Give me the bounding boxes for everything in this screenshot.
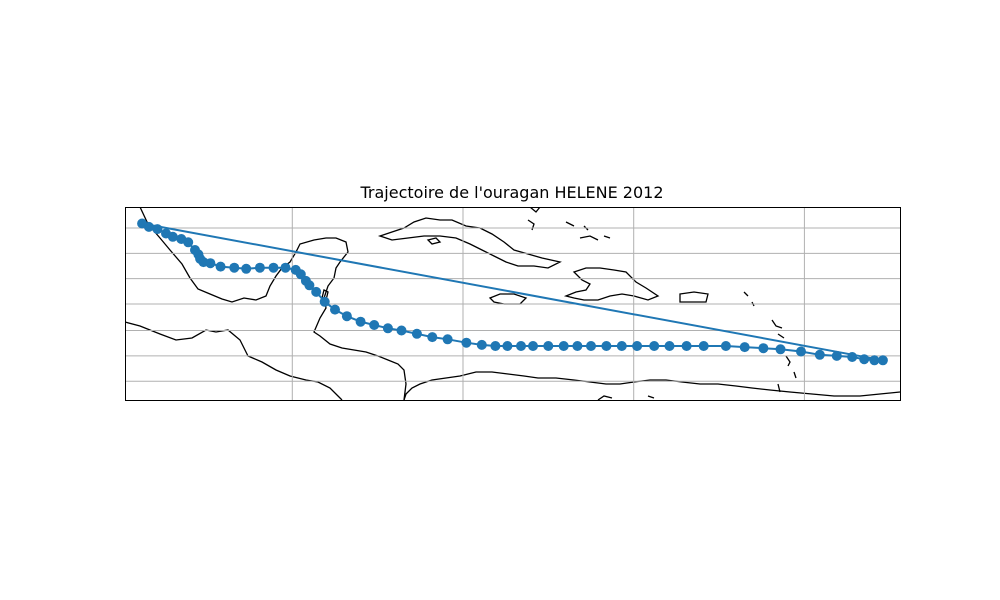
gridlines <box>125 207 900 400</box>
coastline-bahamas <box>527 219 611 241</box>
track-point <box>796 346 806 357</box>
track-point <box>311 286 322 297</box>
track-point <box>558 341 569 351</box>
track-point <box>143 221 154 232</box>
chart-title: Trajectoire de l'ouragan HELENE 2012 <box>359 183 663 202</box>
track-point <box>152 224 163 235</box>
track-point <box>516 341 526 351</box>
coastline-cuba <box>377 217 562 269</box>
track-point <box>319 296 330 307</box>
track-point <box>664 341 675 351</box>
plot-frame <box>125 207 901 401</box>
track-point <box>847 352 858 362</box>
coastline-mexico-central-america <box>139 207 407 400</box>
track-point <box>427 332 438 343</box>
coastline-venezuela-bay <box>597 395 655 400</box>
track-point <box>601 341 612 351</box>
track-point <box>461 337 472 348</box>
track-point <box>229 262 240 273</box>
track-point <box>254 262 265 273</box>
hurricane-track <box>137 218 888 366</box>
track-point <box>572 341 583 351</box>
track-point <box>739 342 750 353</box>
track-point <box>698 341 709 351</box>
track-point <box>814 349 825 360</box>
track-point <box>183 237 194 248</box>
track-point <box>330 304 340 315</box>
track-point <box>355 316 366 327</box>
coastline-south-america <box>403 371 900 400</box>
track-point <box>649 341 660 351</box>
track-point <box>167 231 178 242</box>
track-point <box>341 311 352 322</box>
track-point <box>241 263 252 274</box>
track-point <box>280 262 291 273</box>
coastline-isle-of-youth <box>426 237 442 245</box>
track-point <box>442 334 453 345</box>
coastline-jamaica <box>488 293 528 305</box>
track-point <box>215 261 226 272</box>
coastlines <box>125 207 900 400</box>
track-point <box>831 350 842 361</box>
track-point <box>304 280 315 291</box>
coastline-pacific <box>125 321 343 400</box>
track-point <box>586 341 596 351</box>
track-point <box>758 343 769 354</box>
track-point <box>205 258 216 269</box>
track-point <box>502 341 513 351</box>
track-point <box>528 341 538 351</box>
track-point <box>720 341 731 351</box>
track-point <box>632 341 643 351</box>
track-point <box>268 262 279 273</box>
track-point <box>869 355 880 366</box>
coastline-florida-keys <box>529 207 541 213</box>
track-point <box>859 354 870 365</box>
track-point <box>369 320 380 330</box>
track-point <box>877 355 888 366</box>
track-point <box>681 341 692 351</box>
track-point <box>382 323 393 334</box>
track-point <box>775 344 786 355</box>
track-point <box>476 339 487 350</box>
track-point <box>616 341 627 351</box>
track-line <box>141 222 884 362</box>
track-point <box>543 341 554 351</box>
track-point <box>490 341 501 351</box>
track-point <box>396 325 407 336</box>
coastline-puerto-rico <box>679 291 709 303</box>
track-point <box>411 328 422 339</box>
coastline-hispaniola <box>563 267 660 301</box>
